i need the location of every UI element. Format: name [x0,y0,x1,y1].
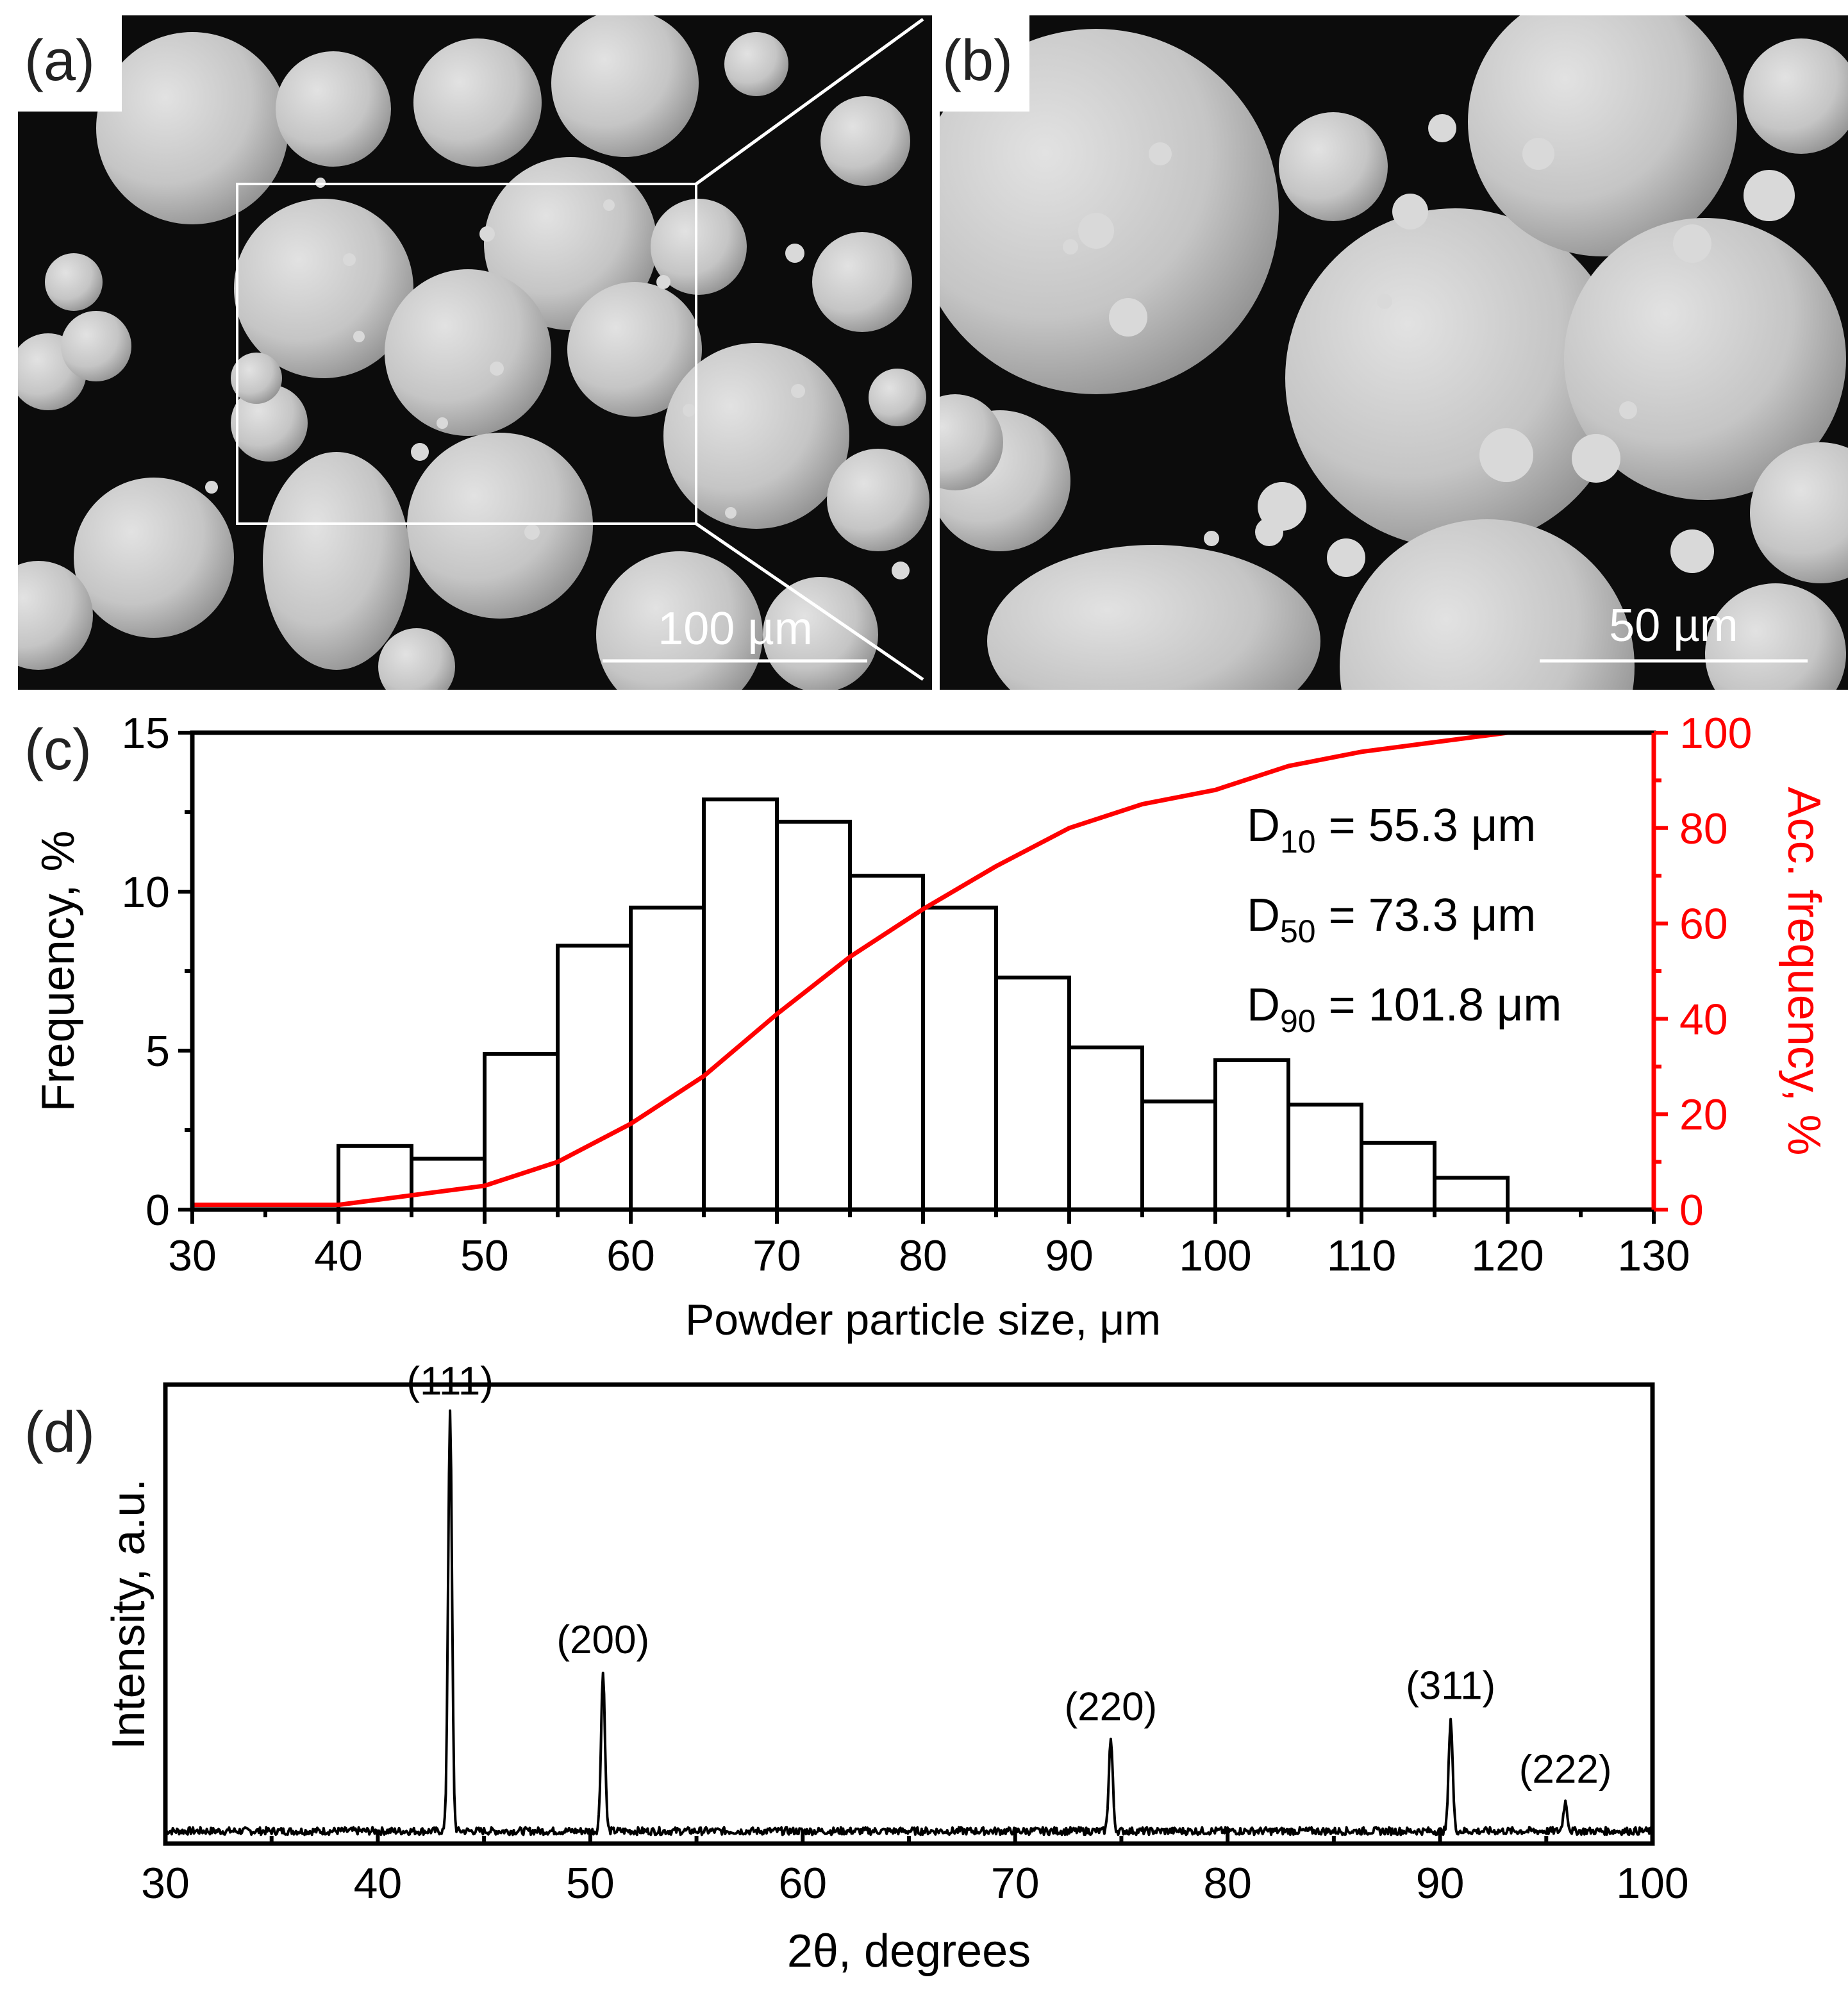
x-tick-label: 90 [1045,1231,1094,1280]
xrd-chart: 30 40 50 60 70 80 90 100 (111) (200) (220) (311) (2… [103,1360,1689,1977]
x-axis-ticks-d: 30 40 50 60 70 80 90 100 [141,1829,1689,1908]
histogram-bar [1067,1045,1144,1212]
powder-particles [18,15,929,690]
panel-a-micrograph: 100 µm [18,15,932,690]
annotation-d90: D90 = 101.8 μm [1247,979,1561,1039]
x-tick-label: 60 [606,1231,655,1280]
y2-axis-ticks-c: 0 20 40 60 80 100 [1654,709,1752,1235]
histogram-bar [1140,1099,1217,1212]
histogram-bar [410,1156,487,1212]
peak-label: (311) [1406,1664,1495,1708]
peak-label: (111) [406,1360,494,1404]
x-tick-label: 70 [753,1231,801,1280]
histogram-bar [1360,1140,1436,1212]
x-tick-label: 60 [778,1859,827,1908]
panel-d-label: (d) [24,1401,95,1465]
x-tick-label: 100 [1616,1859,1688,1908]
plot-frame-d [163,1382,1655,1846]
x-tick-label: 120 [1471,1231,1544,1280]
zoom-region-box [236,183,697,525]
y2-axis-label-c: Acc. frequency, % [1778,787,1829,1156]
histogram-bar [629,905,706,1212]
histogram-bar [702,797,779,1212]
x-tick-label: 130 [1617,1231,1690,1280]
zoom-line-bottom [695,522,924,681]
histogram-bars [337,797,1510,1212]
histogram-bar [848,874,925,1212]
peak-label: (220) [1064,1685,1157,1729]
x-tick-label: 90 [1416,1859,1465,1908]
panel-b-label-bg [940,15,1029,112]
zoom-line-top [695,17,924,186]
histogram-bar [921,905,998,1212]
panel-a-label-bg [18,15,122,112]
peak-label: (222) [1519,1747,1612,1792]
x-axis-label-d: 2θ, degrees [787,1926,1031,1977]
x-tick-label: 50 [460,1231,509,1280]
histogram-bar [483,1051,560,1212]
y2-tick-label: 80 [1679,804,1728,853]
peak-label: (200) [556,1618,649,1662]
y2-tick-label: 60 [1679,900,1728,949]
scale-bar-b-label: 50 µm [1609,600,1738,651]
x-tick-label: 100 [1179,1231,1251,1280]
y-axis-label-c: Frequency, % [33,831,84,1112]
histogram-bar [556,944,633,1212]
histogram-bar [994,975,1071,1212]
annotation-d10: D10 = 55.3 μm [1247,800,1536,860]
y-tick-label: 0 [146,1186,170,1235]
panel-b-label: (b) [942,29,1013,93]
y2-tick-label: 40 [1679,995,1728,1044]
panel-c-label: (c) [24,718,92,782]
histogram-bar [1213,1058,1290,1212]
y2-tick-label: 0 [1679,1186,1704,1235]
annotation-d50: D50 = 73.3 μm [1247,890,1536,949]
x-tick-label: 110 [1327,1231,1396,1280]
x-axis-ticks-c: 30 40 50 60 70 80 90 100 110 120 130 [168,1210,1690,1280]
x-tick-label: 50 [566,1859,615,1908]
histogram-bar [1433,1176,1510,1212]
panel-a-label: (a) [24,29,95,93]
y2-tick-label: 100 [1679,709,1752,758]
y-tick-label: 15 [121,709,170,758]
x-tick-label: 30 [141,1859,190,1908]
histogram-bar [1286,1103,1363,1212]
x-tick-label: 40 [314,1231,363,1280]
particle-size-annotations: D10 = 55.3 μm D50 = 73.3 μm D90 = 101.8 μm [1247,800,1561,1039]
accumulated-frequency-curve [192,730,1654,1208]
x-axis-label-c: Powder particle size, μm [685,1295,1161,1344]
y-axis-ticks-c: 0 5 10 15 [121,709,192,1235]
y-tick-label: 10 [121,868,170,917]
x-tick-label: 40 [354,1859,403,1908]
xrd-pattern-line [165,1409,1654,1837]
histogram-chart: 30 40 50 60 70 80 90 100 110 120 130 0 5 10 15 0 20 40 6… [33,709,1829,1344]
y-axis-label-d: Intensity, a.u. [103,1479,154,1750]
satellite-particles [1063,114,1795,577]
x-tick-label: 30 [168,1231,217,1280]
scale-bar-a-label: 100 µm [658,603,813,654]
x-tick-label: 70 [991,1859,1040,1908]
y2-tick-label: 20 [1679,1090,1728,1139]
powder-particles [940,15,1848,690]
x-tick-label: 80 [899,1231,947,1280]
y-tick-label: 5 [146,1027,170,1076]
x-tick-label: 80 [1203,1859,1252,1908]
panel-b-micrograph: 50 µm [940,15,1848,690]
peak-labels: (111) (200) (220) (311) (222) [406,1360,1611,1792]
histogram-bar [775,819,852,1212]
